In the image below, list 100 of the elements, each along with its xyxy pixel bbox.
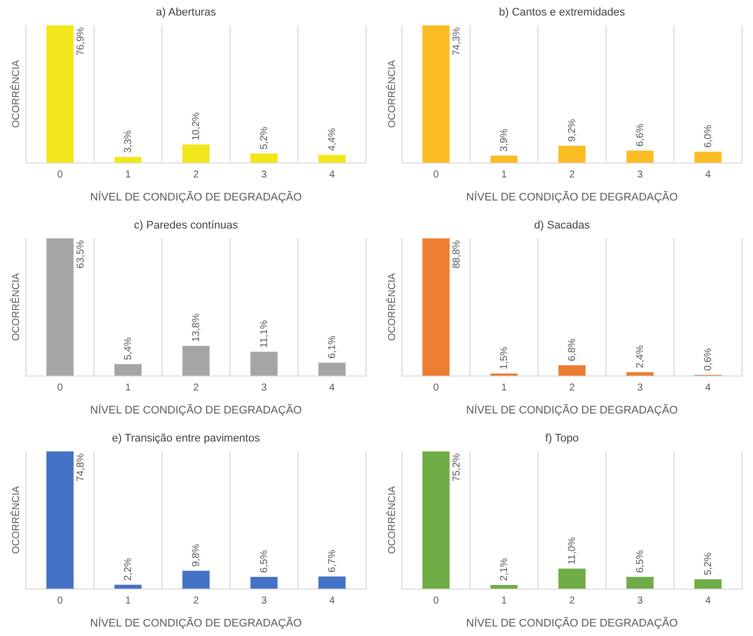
data-label: 11,1%: [258, 320, 270, 348]
chart-title: b) Cantos e extremidades: [499, 6, 626, 19]
x-tick-label: 0: [57, 382, 64, 394]
x-tick-label: 3: [637, 170, 644, 181]
x-tick-label: 2: [569, 382, 576, 394]
data-label: 6,7%: [326, 550, 338, 572]
bar: [490, 156, 518, 163]
data-label: 6,8%: [566, 338, 578, 362]
x-axis-title: NÍVEL DE CONDIÇÃO DE DEGRADAÇÃO: [466, 403, 678, 416]
y-axis-title: OCORRÊNCIA: [386, 272, 398, 341]
x-tick-label: 1: [501, 170, 508, 181]
chart-title: f) Topo: [545, 432, 579, 445]
bar: [422, 238, 450, 376]
bar: [46, 25, 74, 163]
bar: [250, 352, 278, 376]
x-tick-label: 4: [705, 596, 712, 607]
x-tick-label: 2: [569, 596, 576, 607]
data-label: 4,4%: [326, 128, 338, 151]
bar: [46, 238, 74, 376]
y-axis-title: OCORRÊNCIA: [386, 60, 398, 128]
y-axis-title: OCORRÊNCIA: [10, 60, 22, 128]
data-label: 13,8%: [190, 313, 202, 342]
bar: [318, 154, 346, 163]
bar: [318, 362, 346, 376]
bar: [626, 372, 654, 376]
x-axis-title: NÍVEL DE CONDIÇÃO DE DEGRADAÇÃO: [90, 616, 302, 630]
x-tick-label: 1: [125, 596, 132, 607]
x-tick-label: 1: [125, 382, 132, 394]
data-label: 9,2%: [566, 118, 578, 142]
bar: [626, 576, 654, 589]
data-label: 2,1%: [498, 558, 510, 581]
bar: [490, 584, 518, 589]
x-tick-label: 2: [193, 382, 200, 394]
x-axis-title: NÍVEL DE CONDIÇÃO DE DEGRADAÇÃO: [466, 190, 678, 204]
bar: [626, 150, 654, 163]
x-tick-label: 3: [261, 596, 268, 607]
bar: [558, 365, 586, 376]
data-label: 6,0%: [702, 124, 714, 148]
x-tick-label: 4: [705, 382, 712, 394]
data-label: 1,5%: [498, 346, 510, 370]
bar: [182, 346, 210, 376]
data-label: 75,2%: [451, 453, 462, 482]
x-axis-title: NÍVEL DE CONDIÇÃO DE DEGRADAÇÃO: [90, 190, 302, 204]
x-tick-label: 4: [329, 382, 336, 394]
bar: [422, 25, 450, 163]
data-label: 2,2%: [122, 558, 134, 581]
bar: [558, 146, 586, 163]
y-axis-title: OCORRÊNCIA: [10, 272, 22, 341]
data-label: 2,4%: [634, 345, 646, 368]
chart-title: a) Aberturas: [156, 6, 216, 19]
data-label: 0,6%: [702, 348, 714, 371]
data-label: 6,5%: [258, 550, 270, 573]
x-tick-label: 4: [329, 596, 336, 607]
data-label: 3,9%: [498, 128, 510, 152]
x-tick-label: 0: [433, 170, 440, 181]
x-tick-label: 0: [57, 170, 64, 181]
x-tick-label: 1: [125, 170, 132, 181]
bar: [46, 451, 74, 589]
data-label: 3,3%: [122, 130, 134, 153]
bar: [114, 156, 142, 163]
data-label: 76,9%: [75, 27, 86, 56]
bar: [694, 152, 722, 163]
x-axis-title: NÍVEL DE CONDIÇÃO DE DEGRADAÇÃO: [466, 616, 678, 630]
bar: [318, 576, 346, 589]
x-tick-label: 2: [193, 596, 200, 607]
chart-title: c) Paredes contínuas: [134, 220, 238, 232]
bar: [250, 153, 278, 163]
data-label: 63,5%: [75, 240, 86, 269]
x-tick-label: 0: [433, 596, 440, 607]
y-axis-title: OCORRÊNCIA: [386, 486, 398, 554]
data-label: 10,2%: [190, 112, 202, 141]
x-tick-label: 2: [193, 170, 200, 181]
x-tick-label: 3: [637, 596, 644, 607]
data-label: 5,2%: [258, 126, 270, 150]
x-tick-label: 2: [569, 170, 576, 181]
data-label: 5,2%: [702, 552, 714, 576]
x-tick-label: 4: [705, 170, 712, 181]
data-label: 5,4%: [122, 337, 134, 360]
bar: [114, 364, 142, 376]
x-tick-label: 1: [501, 596, 508, 607]
bar: [558, 568, 586, 589]
y-axis-title: OCORRÊNCIA: [10, 486, 22, 554]
data-label: 6,1%: [326, 336, 338, 359]
x-tick-label: 3: [261, 170, 268, 181]
data-label: 6,6%: [634, 124, 646, 147]
x-tick-label: 0: [57, 596, 64, 607]
bar: [250, 576, 278, 589]
data-label: 6,5%: [634, 550, 646, 573]
data-label: 74,3%: [451, 27, 462, 56]
data-label: 88,8%: [451, 240, 462, 269]
x-tick-label: 3: [637, 382, 644, 394]
bar: [422, 451, 450, 589]
x-axis-title: NÍVEL DE CONDIÇÃO DE DEGRADAÇÃO: [90, 403, 302, 416]
x-tick-label: 1: [501, 382, 508, 394]
bar: [182, 570, 210, 589]
x-tick-label: 3: [261, 382, 268, 394]
x-tick-label: 0: [433, 382, 440, 394]
chart-title: e) Transição entre pavimentos: [112, 432, 260, 445]
x-tick-label: 4: [329, 170, 336, 181]
bar: [694, 579, 722, 589]
